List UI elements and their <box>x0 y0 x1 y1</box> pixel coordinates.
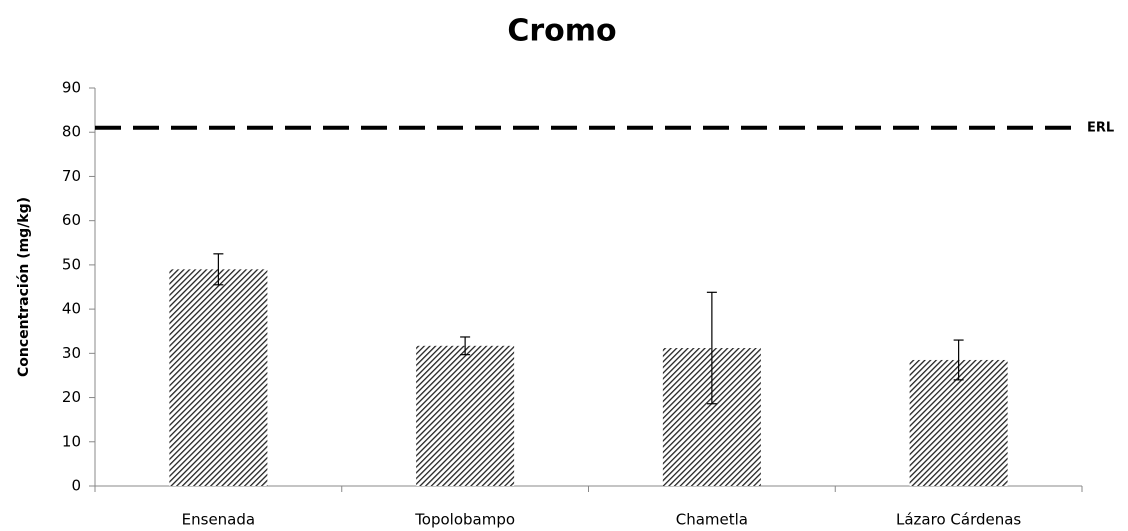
y-tick-label: 40 <box>62 300 81 318</box>
x-tick-label: Ensenada <box>182 511 255 529</box>
y-axis-label: Concentración (mg/kg) <box>16 197 32 377</box>
y-tick-label: 70 <box>62 167 81 185</box>
x-tick-label: Lázaro Cárdenas <box>896 511 1021 529</box>
y-tick-label: 20 <box>62 388 81 406</box>
error-bar <box>460 336 471 356</box>
y-tick-label: 80 <box>62 123 81 141</box>
y-tick-label: 0 <box>71 477 81 495</box>
bar <box>169 269 268 486</box>
error-bar <box>706 291 717 405</box>
x-tick-label: Chametla <box>676 511 748 529</box>
error-bar <box>953 339 964 381</box>
y-tick-label: 60 <box>62 211 81 229</box>
bar <box>416 345 515 486</box>
x-tick-label: Topolobampo <box>414 511 515 529</box>
chart-title: Cromo <box>507 14 616 49</box>
y-tick-label: 90 <box>62 79 81 97</box>
y-tick-label: 30 <box>62 344 81 362</box>
error-bar <box>213 253 224 286</box>
reference-label: ERL <box>1087 120 1114 135</box>
bar <box>909 359 1008 486</box>
y-tick-label: 10 <box>62 432 81 450</box>
y-tick-label: 50 <box>62 255 81 273</box>
